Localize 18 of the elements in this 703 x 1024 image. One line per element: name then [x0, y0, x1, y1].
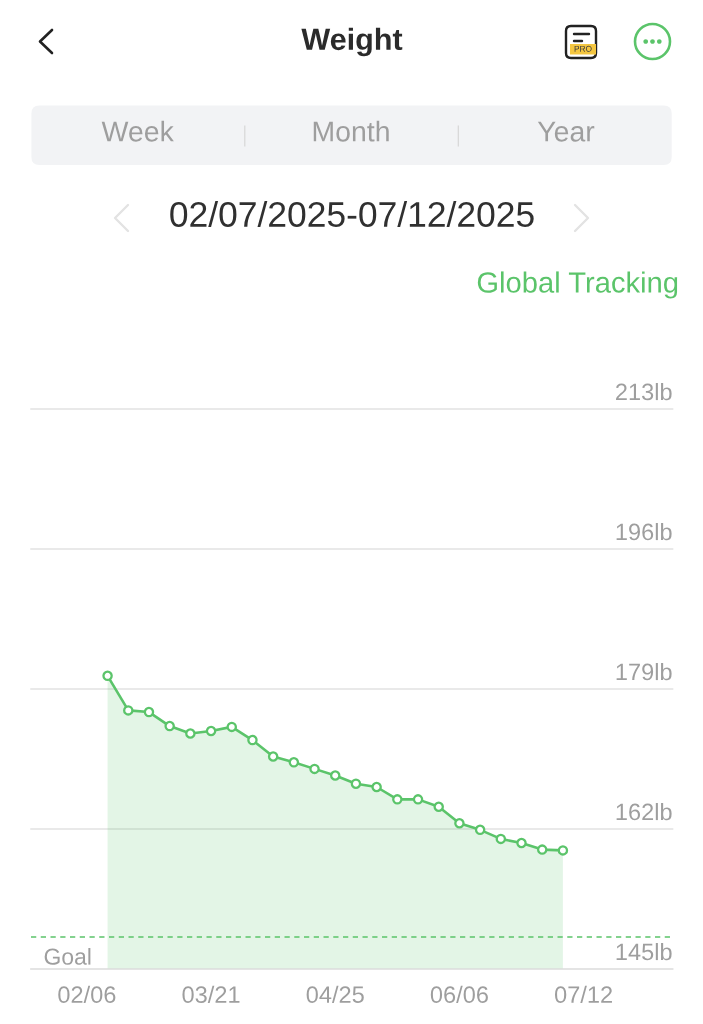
y-tick-label: 145lb — [616, 942, 672, 961]
x-tick-label: 02/06 — [58, 985, 116, 1004]
x-tick-label: 06/06 — [430, 985, 488, 1004]
y-tick-label: 196lb — [616, 522, 672, 541]
x-tick-label: 03/21 — [182, 985, 240, 1004]
text: Year — [537, 121, 595, 142]
y-tick-label: 213lb — [616, 382, 672, 401]
y-tick-label: 179lb — [616, 662, 672, 681]
text: Global Tracking — [477, 271, 678, 299]
text: Week — [101, 120, 174, 142]
y-tick-label: 162lb — [616, 802, 672, 821]
text: Month — [313, 120, 389, 142]
chart-subtitle: 02/07/2025-07/12/2025 — [170, 200, 534, 228]
ref-line-label: Goal — [44, 947, 91, 965]
text: PRO — [574, 45, 592, 52]
x-tick-label: 04/25 — [306, 985, 364, 1004]
x-tick-label: 07/12 — [554, 985, 612, 1004]
chart-title: Weight — [301, 27, 403, 57]
